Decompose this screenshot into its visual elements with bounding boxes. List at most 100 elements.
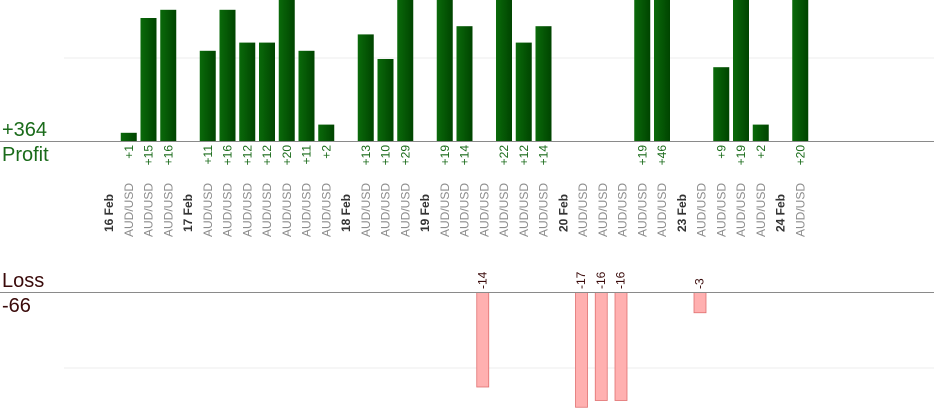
bars [120,0,809,408]
profit-bar [278,0,295,141]
profit-value-label: +11 [300,145,314,165]
profit-bar [219,9,236,141]
pair-label: AUD/USD [161,183,175,237]
profit-value-label: +12 [260,145,274,166]
pair-label: AUD/USD [319,183,333,237]
loss-bar [476,292,490,388]
loss-value-label: -16 [594,271,608,289]
profit-value-label: +14 [537,145,551,166]
loss-bar [693,292,707,314]
date-label: 17 Feb [181,194,195,232]
profit-bar [634,0,651,142]
profit-value-label: +2 [754,145,768,159]
profit-bar [752,124,769,141]
pair-label: AUD/USD [635,183,649,237]
profit-total: +364 [2,119,48,141]
profit-value-label: +16 [221,145,235,166]
pair-label: AUD/USD [359,183,373,237]
loss-bar [594,292,608,401]
pair-label: AUD/USD [122,183,136,237]
date-label: 18 Feb [339,194,353,232]
date-label: 24 Feb [774,194,788,232]
profit-bar [436,0,453,142]
loss-value-label: -16 [614,271,628,289]
pair-label: AUD/USD [300,183,314,237]
profit-bar [515,42,532,141]
profit-value-label: +19 [438,145,452,166]
profit-value-label: +9 [714,145,728,159]
profit-value-label: +22 [497,145,511,166]
profit-value-label: +12 [517,145,531,166]
profit-value-label: +19 [734,145,748,166]
profit-bar [160,9,177,141]
profit-bar [259,42,275,141]
profit-value-label: +20 [280,145,294,166]
pair-label: AUD/USD [754,183,768,237]
axes [0,141,934,293]
loss-value-label: -3 [693,278,707,289]
profit-bar [733,0,749,142]
pair-label: AUD/USD [714,183,728,237]
date-label: 23 Feb [675,194,689,232]
loss-value-label: -17 [574,271,588,289]
profit-value-label: +13 [359,145,373,166]
pair-label: AUD/USD [576,183,590,237]
pair-label: AUD/USD [596,183,610,237]
loss-value-label: -14 [475,271,489,289]
profit-value-label: +10 [379,145,393,166]
profit-value-label: +11 [201,145,215,165]
pair-label: AUD/USD [458,183,472,237]
profit-value-label: +14 [458,145,472,166]
date-label: 16 Feb [102,194,116,232]
loss-bar [575,292,588,408]
pair-label: AUD/USD [537,183,551,237]
pair-label: AUD/USD [379,183,393,237]
pair-label: AUD/USD [793,183,807,237]
pair-label: AUD/USD [517,183,531,237]
pair-label: AUD/USD [280,183,294,237]
date-label: 19 Feb [418,194,432,232]
profit-label: Profit [2,144,49,166]
pair-label: AUD/USD [221,183,235,237]
profit-bar [792,0,809,141]
loss-label: Loss [2,270,45,292]
profit-bar [298,50,315,141]
profit-bar [377,59,394,141]
profit-value-label: +29 [398,145,412,166]
pair-label: AUD/USD [477,183,491,237]
profit-bar [713,67,730,141]
profit-bar [456,26,473,142]
pair-label: AUD/USD [438,183,452,237]
pair-label: AUD/USD [142,183,156,237]
profit-value-label: +2 [319,145,333,159]
profit-bar [496,0,512,141]
date-label: 20 Feb [556,194,570,232]
profit-bar [140,18,157,141]
pair-label: AUD/USD [398,183,412,237]
pair-label: AUD/USD [240,183,254,237]
pair-label: AUD/USD [695,183,709,237]
profit-value-label: +12 [240,145,254,166]
pair-label: AUD/USD [260,183,274,237]
profit-bar [397,0,414,141]
profit-value-label: +15 [142,145,156,166]
profit-bar [357,34,374,141]
profit-value-label: +1 [122,145,136,159]
profit-bar [120,132,137,141]
profit-bar [318,124,335,141]
pair-label: AUD/USD [616,183,630,237]
pair-label: AUD/USD [655,183,669,237]
profit-bar [199,50,216,141]
profit-bar [535,26,552,142]
profit-value-label: +20 [793,145,807,166]
profit-value-label: +19 [635,145,649,166]
pair-label: AUD/USD [201,183,215,237]
profit-value-label: +46 [655,145,669,166]
pair-label: AUD/USD [734,183,748,237]
profit-value-label: +16 [161,145,175,166]
pair-label: AUD/USD [497,183,511,237]
loss-total: -66 [2,295,31,317]
profit-bar [654,0,670,142]
loss-bar [614,292,628,401]
